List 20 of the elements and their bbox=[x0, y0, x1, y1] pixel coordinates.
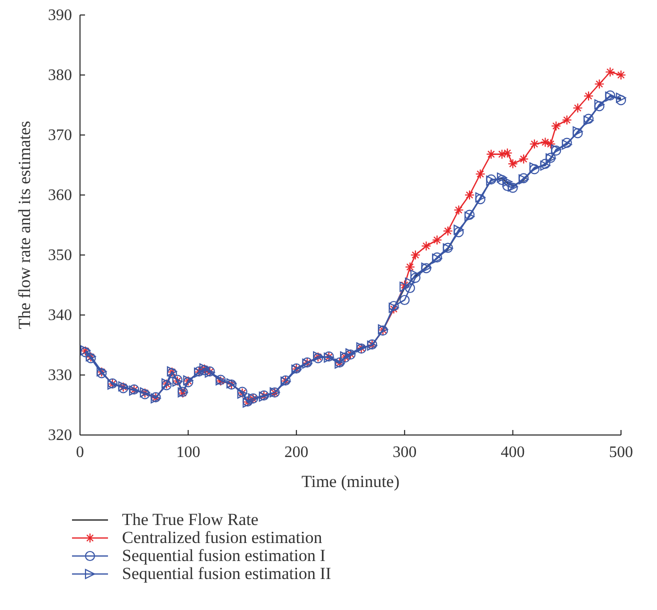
x-tick-label: 0 bbox=[76, 444, 84, 461]
x-tick-label: 200 bbox=[284, 444, 308, 461]
x-tick-label: 500 bbox=[609, 444, 633, 461]
y-tick-label: 350 bbox=[48, 247, 72, 264]
x-tick-label: 400 bbox=[500, 444, 525, 461]
x-tick-label: 300 bbox=[392, 444, 417, 461]
x-tick-label: 100 bbox=[176, 444, 200, 461]
x-axis-title: Time (minute) bbox=[301, 472, 400, 491]
y-tick-label: 380 bbox=[48, 67, 72, 84]
y-tick-label: 390 bbox=[48, 7, 72, 24]
legend-label: Sequential fusion estimation II bbox=[122, 564, 332, 583]
y-tick-label: 360 bbox=[48, 187, 72, 204]
y-tick-label: 330 bbox=[48, 367, 72, 384]
y-tick-label: 340 bbox=[48, 307, 72, 324]
y-tick-label: 370 bbox=[48, 127, 72, 144]
legend-label: The True Flow Rate bbox=[122, 510, 258, 529]
y-axis-title: The flow rate and its estimates bbox=[15, 120, 34, 330]
legend-label: Sequential fusion estimation I bbox=[122, 546, 326, 565]
y-tick-label: 320 bbox=[48, 427, 72, 444]
legend-label: Centralized fusion estimation bbox=[122, 528, 323, 547]
